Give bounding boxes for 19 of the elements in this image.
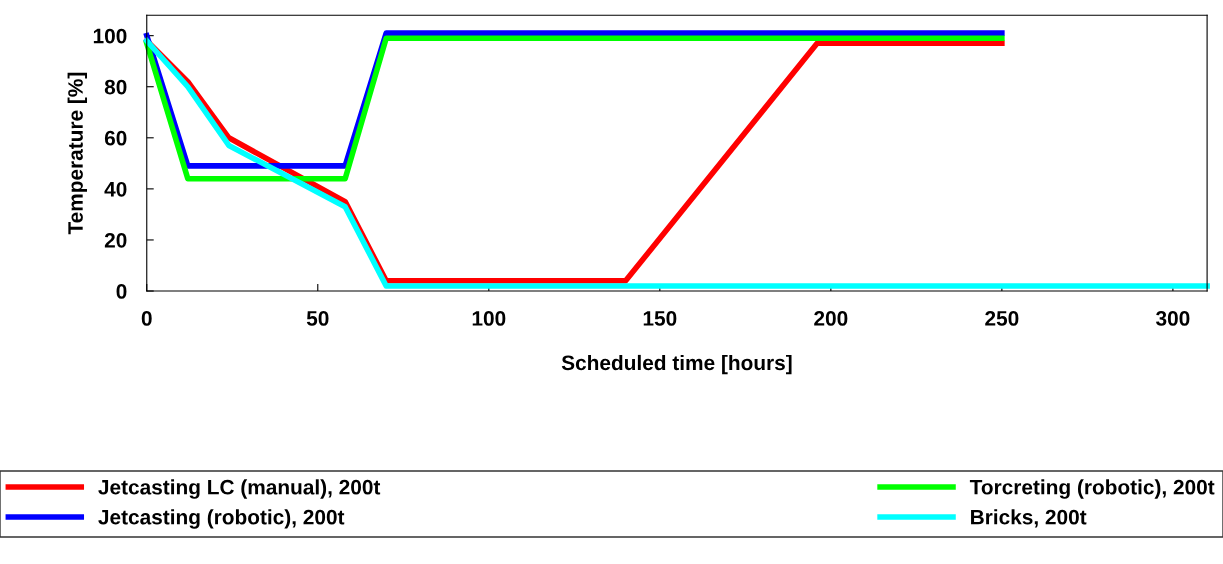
y-tick-label: 100 [93,28,127,44]
x-axis-title: Scheduled time [hours] [561,354,792,375]
x-tick-label: 50 [306,311,329,326]
legend-label: Bricks, 200t [971,509,1087,528]
x-tick-label: 150 [643,311,677,326]
y-tick-label: 80 [104,79,127,95]
x-tick-label: 200 [814,311,848,326]
x-tick-label: 0 [141,311,152,326]
x-tick-label: 100 [472,311,506,326]
legend-label: Torcreting (robotic), 200t [969,479,1215,499]
legend-label: Jetcasting LC (manual), 200t [98,479,381,499]
y-tick-label: 0 [116,284,127,299]
x-tick-label: 250 [985,311,1019,326]
y-tick-label: 20 [104,232,127,248]
x-tick-label: 300 [1156,311,1190,326]
legend-label: Jetcasting (robotic), 200t [98,509,345,529]
y-tick-label: 60 [104,130,127,146]
y-axis-title: Temperature [%] [67,72,87,235]
y-tick-label: 40 [104,181,127,197]
